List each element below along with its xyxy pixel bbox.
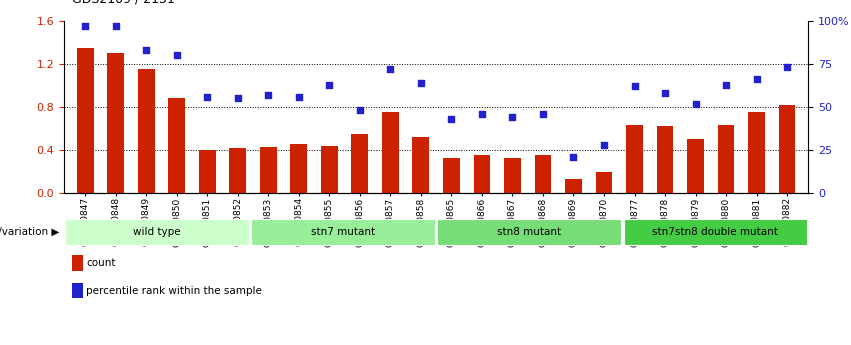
Text: count: count	[86, 258, 116, 268]
Text: genotype/variation ▶: genotype/variation ▶	[0, 227, 60, 237]
Bar	[351, 134, 368, 193]
Bar	[443, 158, 460, 193]
Bar	[230, 148, 246, 193]
Text: stn7stn8 double mutant: stn7stn8 double mutant	[653, 227, 779, 237]
Point	[414, 80, 428, 86]
Point	[292, 94, 306, 99]
Point	[261, 92, 275, 98]
Bar	[260, 147, 277, 193]
Point	[323, 82, 336, 87]
Text: wild type: wild type	[133, 227, 180, 237]
Point	[201, 94, 214, 99]
Text: GDS2109 / 2151: GDS2109 / 2151	[72, 0, 175, 5]
Bar	[748, 112, 765, 193]
Point	[567, 154, 580, 160]
Point	[688, 101, 702, 106]
Bar	[290, 144, 307, 193]
Bar	[626, 125, 643, 193]
Point	[505, 115, 519, 120]
Point	[444, 116, 458, 122]
Bar	[717, 125, 734, 193]
Bar	[168, 98, 186, 193]
Point	[719, 82, 733, 87]
Point	[109, 23, 123, 29]
Bar	[138, 69, 155, 193]
Bar	[596, 171, 613, 193]
Bar	[534, 156, 551, 193]
Point	[384, 66, 397, 72]
Point	[140, 47, 153, 53]
Bar	[473, 156, 490, 193]
Text: percentile rank within the sample: percentile rank within the sample	[86, 286, 262, 296]
Bar	[107, 53, 124, 193]
Point	[780, 65, 794, 70]
Bar	[382, 112, 399, 193]
Point	[536, 111, 550, 117]
Bar	[437, 219, 621, 245]
Bar	[199, 150, 215, 193]
Bar	[657, 126, 673, 193]
Bar	[565, 179, 582, 193]
Point	[628, 83, 642, 89]
Text: stn8 mutant: stn8 mutant	[497, 227, 562, 237]
Point	[78, 23, 92, 29]
Bar	[687, 139, 704, 193]
Point	[475, 111, 488, 117]
Bar	[624, 219, 808, 245]
Bar	[321, 146, 338, 193]
Point	[597, 142, 611, 148]
Point	[658, 90, 671, 96]
Bar	[413, 137, 429, 193]
Point	[353, 108, 367, 113]
Point	[170, 52, 184, 58]
Bar	[65, 219, 248, 245]
Bar	[779, 105, 796, 193]
Point	[750, 77, 763, 82]
Text: stn7 mutant: stn7 mutant	[311, 227, 375, 237]
Bar	[504, 158, 521, 193]
Bar	[77, 48, 94, 193]
Point	[231, 96, 244, 101]
Bar	[251, 219, 435, 245]
